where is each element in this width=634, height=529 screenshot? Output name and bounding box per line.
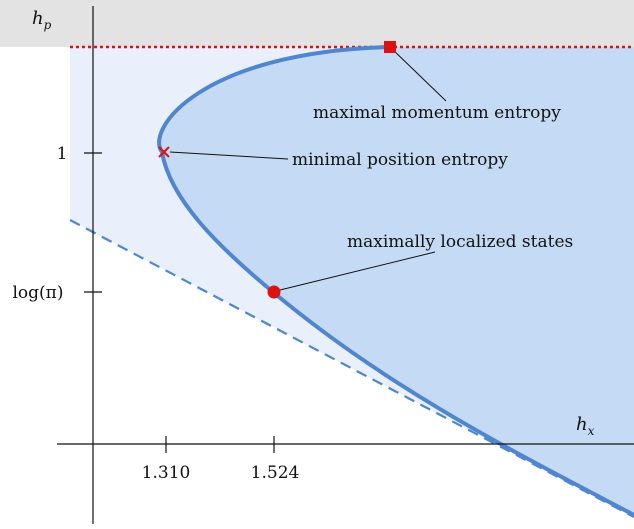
x-tick-label-1524: 1.524 bbox=[251, 463, 300, 483]
y-tick-label-logpi: log(π) bbox=[13, 283, 64, 303]
max-localized-dot-marker bbox=[267, 285, 281, 299]
leader-min-position bbox=[169, 151, 289, 160]
x-tick-label-1310: 1.310 bbox=[142, 463, 191, 483]
y-axis-label-sub: p bbox=[44, 18, 52, 32]
y-tick-label-1: 1 bbox=[57, 144, 68, 164]
x-axis-label-main: h bbox=[576, 414, 588, 435]
min-position-cross-marker bbox=[158, 146, 170, 158]
max-momentum-square-marker bbox=[384, 41, 396, 53]
y-axis-label: hp bbox=[32, 8, 52, 32]
upper-excluded-band bbox=[0, 0, 634, 47]
annotation-max-localized: maximally localized states bbox=[347, 232, 573, 252]
x-axis-label: hx bbox=[576, 414, 595, 438]
y-axis-label-main: h bbox=[32, 8, 44, 29]
achievable-region bbox=[159, 47, 634, 515]
x-axis-label-sub: x bbox=[588, 424, 595, 438]
boundary-curve bbox=[157, 45, 634, 517]
leader-max-momentum bbox=[389, 46, 447, 102]
annotation-min-position: minimal position entropy bbox=[292, 150, 508, 170]
leader-max-localized bbox=[279, 251, 436, 291]
annotation-max-momentum: maximal momentum entropy bbox=[313, 103, 561, 123]
